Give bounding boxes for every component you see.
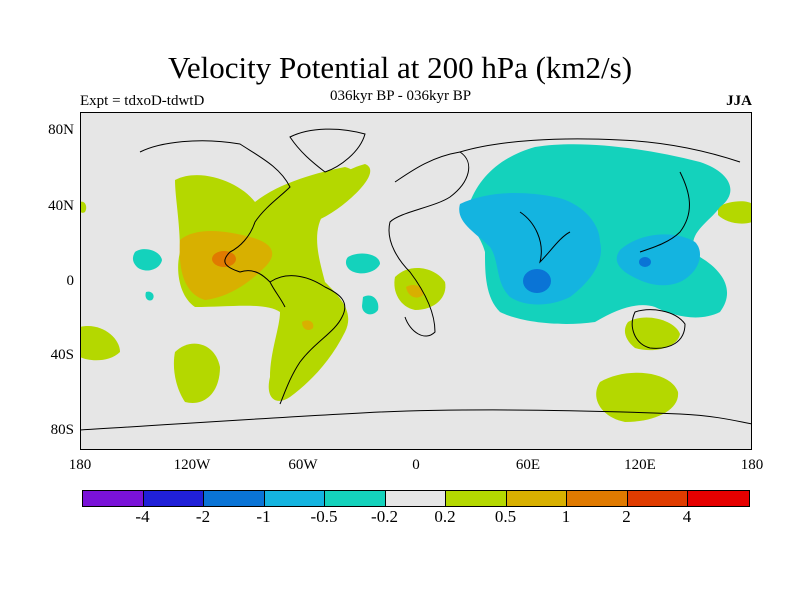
colorbar-tick-label: -1 (256, 507, 271, 526)
south-pacific-region (173, 343, 220, 403)
colorbar-tick-label: -2 (195, 507, 211, 526)
colorbar (82, 490, 750, 507)
colorbar-cell (385, 491, 446, 506)
atlantic-south-negative (362, 295, 379, 315)
americas-positive-region (175, 167, 356, 401)
colorbar-tick-label: -0.5 (310, 507, 338, 526)
atlantic-small-region (80, 201, 87, 213)
colorbar-tick-label: -4 (135, 507, 150, 526)
coastlines (80, 128, 752, 431)
pacific-small-negative (145, 291, 154, 301)
lon-label-180e: 180 (740, 457, 764, 473)
colorbar-tick-label: 2 (622, 507, 631, 526)
colorbar-tick-label: 1 (561, 507, 571, 526)
negative-mid-contours (459, 192, 700, 305)
positive-strong-contours (212, 251, 236, 267)
lat-label-80n: 80N (48, 122, 74, 138)
map-frame (80, 112, 752, 450)
south-america-coast (269, 275, 346, 405)
pacific-peak (639, 257, 651, 267)
period-label: 036kyr BP - 036kyr BP (330, 88, 472, 104)
lon-label-60e: 60E (515, 457, 541, 473)
indian-ocean-peak (523, 269, 551, 293)
greenland-coast (289, 128, 366, 173)
australia-coast (631, 309, 686, 349)
colorbar-tick-label: 0.2 (434, 507, 456, 526)
experiment-label: Expt = tdxoD-tdwtD (80, 93, 205, 109)
colorbar-tick-label: 4 (682, 507, 692, 526)
positive-contours (80, 164, 752, 422)
colorbar-cell (688, 491, 749, 506)
west-pacific-mid-region (616, 234, 700, 286)
atlantic-north-region (280, 164, 371, 227)
colorbar-cell (506, 491, 567, 506)
lon-label-180w: 180 (68, 457, 92, 473)
west-pacific-north-region (718, 201, 752, 224)
central-america-peak (212, 251, 236, 267)
indian-ocean-south-region (596, 372, 679, 422)
colorbar-cell (567, 491, 628, 506)
colorbar-cell (325, 491, 386, 506)
colorbar-cell (143, 491, 204, 506)
velocity-potential-map (80, 112, 752, 450)
season-label: JJA (726, 93, 752, 109)
lon-label-60w: 60W (288, 457, 318, 473)
asia-coast (459, 138, 741, 264)
map-title: Velocity Potential at 200 hPa (km2/s) (167, 50, 633, 85)
colorbar-tick-label: 0.5 (494, 507, 517, 526)
atlantic-equatorial-negative (345, 253, 380, 274)
colorbar-cell (83, 491, 144, 506)
africa-small-mid (406, 284, 424, 298)
lat-label-80s: 80S (50, 422, 74, 438)
lat-label-40s: 40S (50, 347, 74, 363)
colorbar-cell (204, 491, 265, 506)
indian-ocean-mid-region (459, 192, 601, 305)
europe-africa-coast (388, 151, 470, 337)
lat-label-0: 0 (66, 273, 75, 289)
colorbar-cell (446, 491, 507, 506)
lon-label-120e: 120E (624, 457, 656, 473)
north-america-coast (139, 140, 291, 308)
atlantic-negative-small (132, 249, 162, 271)
colorbar-cell (264, 491, 325, 506)
lat-label-40n: 40N (48, 198, 74, 214)
south-america-small-mid (302, 320, 314, 330)
east-pacific-south-region (80, 326, 120, 361)
lon-label-120w: 120W (173, 457, 211, 473)
antarctica-coast (80, 409, 752, 431)
lon-label-0: 0 (412, 457, 420, 473)
negative-strong-contours (523, 257, 651, 293)
colorbar-tick-label: -0.2 (371, 507, 398, 526)
colorbar-cell (627, 491, 688, 506)
